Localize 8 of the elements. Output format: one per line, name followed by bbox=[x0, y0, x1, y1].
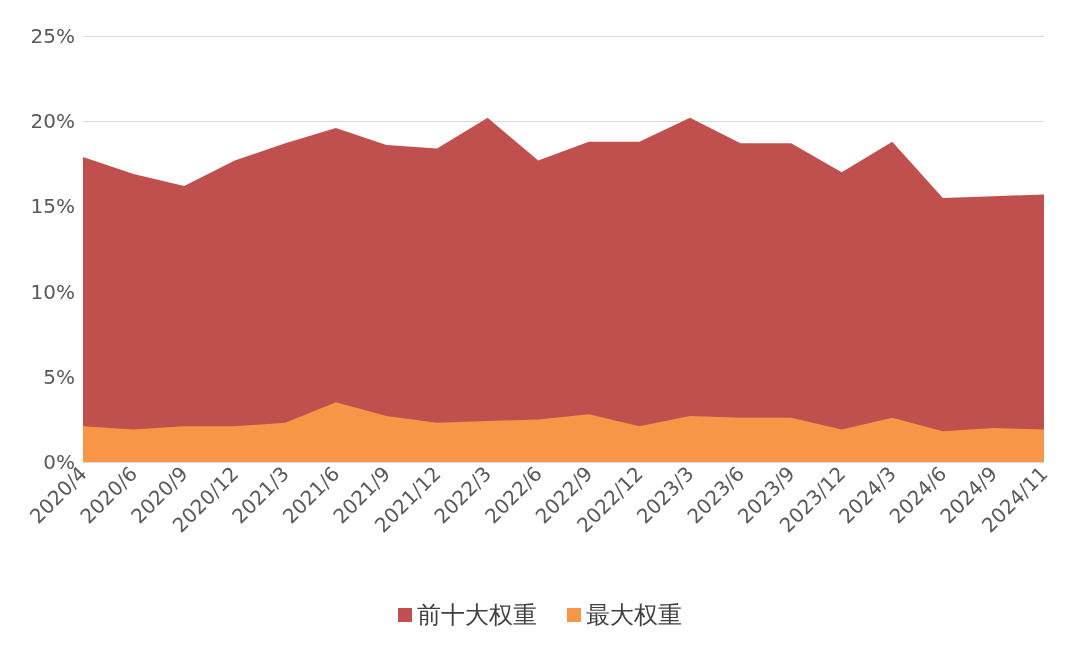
y-tick-label: 20% bbox=[30, 109, 75, 134]
y-tick-label: 5% bbox=[43, 364, 75, 389]
y-tick-label: 10% bbox=[30, 279, 75, 304]
y-tick-label: 15% bbox=[30, 194, 75, 219]
y-tick-label: 0% bbox=[43, 450, 75, 474]
y-tick-label: 25% bbox=[30, 24, 75, 48]
legend-label: 最大权重 bbox=[586, 601, 682, 629]
legend-label: 前十大权重 bbox=[417, 601, 537, 629]
